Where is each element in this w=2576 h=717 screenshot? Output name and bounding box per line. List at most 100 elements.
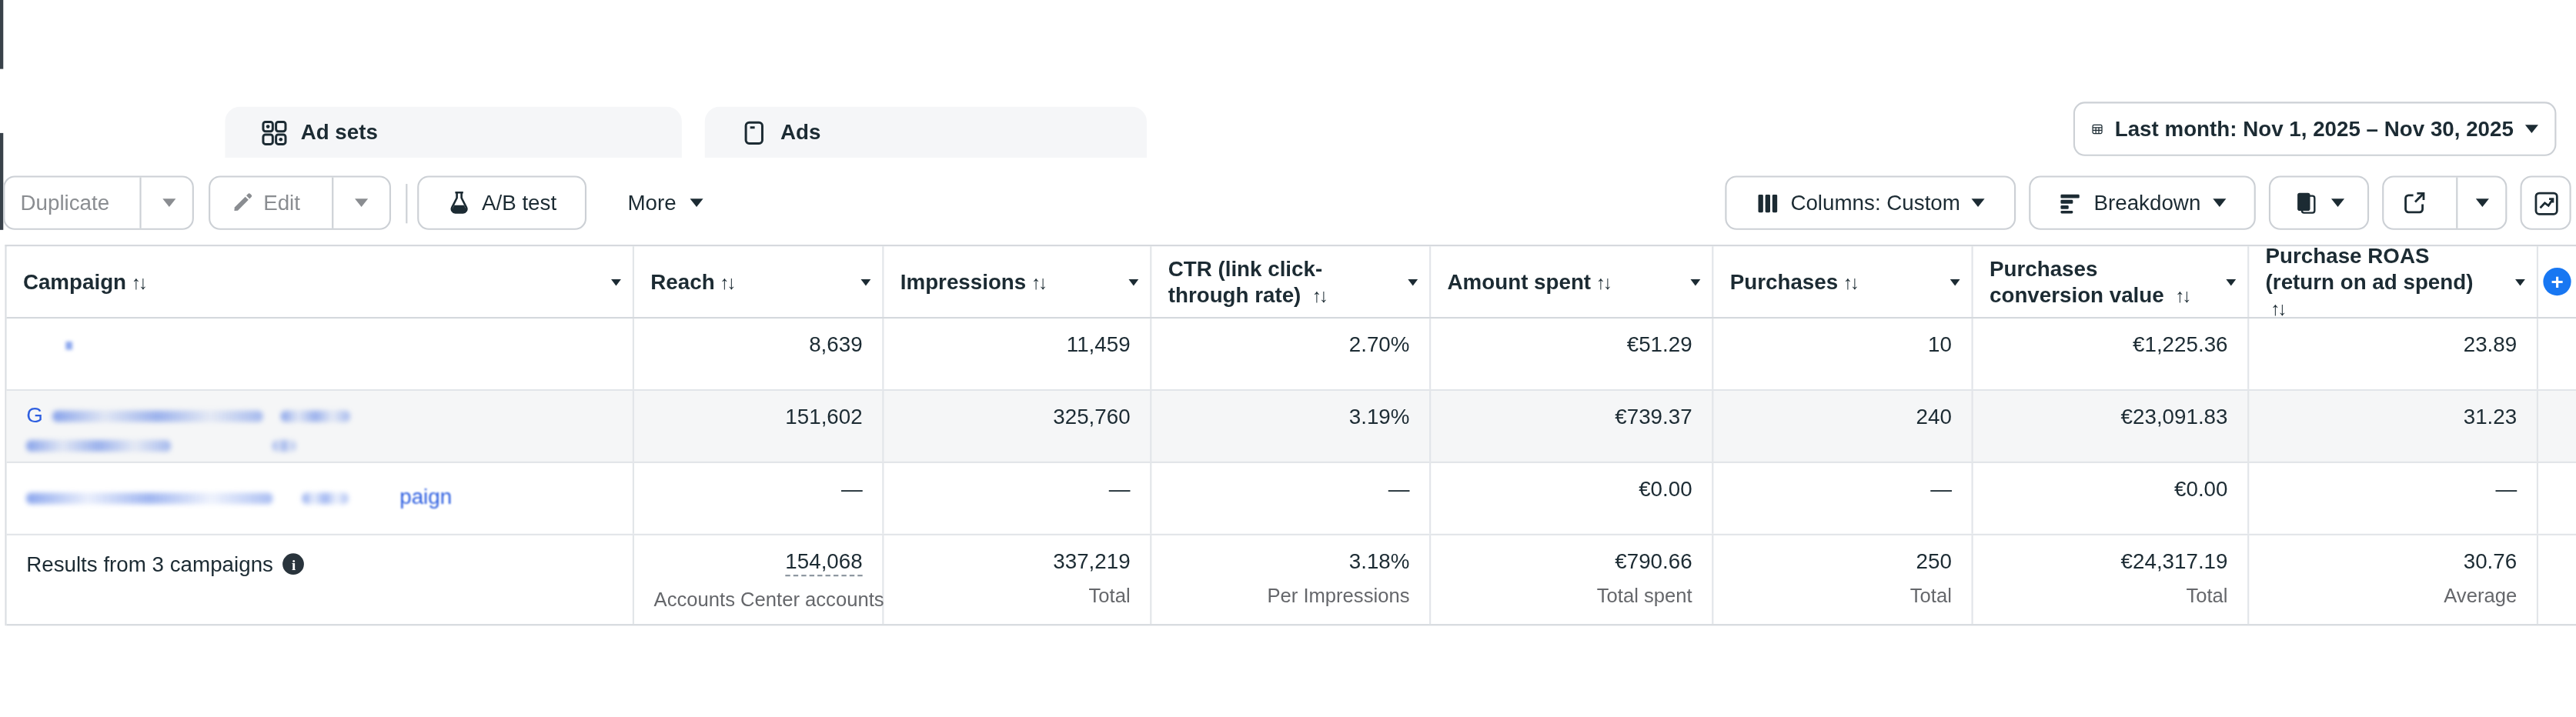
purchase-roas-cell: 23.89 — [2249, 318, 2538, 389]
charts-button[interactable] — [2520, 175, 2571, 229]
ads-manager-screen: Ad sets Ads Last month: Nov 1, 2025 – No… — [0, 0, 2576, 717]
tab-ads[interactable]: Ads — [705, 107, 1147, 158]
redacted-campaign-name — [302, 493, 348, 505]
chart-line-icon — [2532, 190, 2558, 216]
duplicate-button[interactable]: Duplicate — [1, 178, 129, 228]
export-button[interactable] — [2382, 178, 2446, 228]
campaign-name-cell[interactable] — [7, 318, 634, 389]
sort-icon: ↑↓ — [1031, 272, 1045, 292]
add-column-cell — [2538, 318, 2576, 389]
sort-icon: ↑↓ — [1843, 272, 1857, 292]
summary-reach-value[interactable]: 154,068 — [785, 549, 862, 576]
toolbar-right: Columns: Custom Breakdown — [1725, 175, 2571, 229]
summary-amount-spent-cell: €790.66 Total spent — [1431, 535, 1713, 624]
purchases-conversion-value-cell: €1,225.36 — [1973, 318, 2250, 389]
chevron-down-icon[interactable] — [861, 278, 871, 285]
chevron-down-icon — [2212, 198, 2225, 207]
chevron-down-icon[interactable] — [1408, 278, 1418, 285]
edit-dropdown[interactable] — [332, 178, 389, 228]
add-column-cell — [2538, 391, 2576, 462]
chevron-down-icon[interactable] — [1691, 278, 1701, 285]
ab-test-button[interactable]: A/B test — [417, 175, 586, 229]
column-label: Amount spent — [1448, 268, 1592, 295]
reach-cell: 8,639 — [634, 318, 884, 389]
summary-reach-cell: 154,068 Accounts Center accounts — [634, 535, 884, 624]
redacted-campaign-name — [282, 411, 351, 422]
export-button-group — [2382, 175, 2507, 229]
redacted-campaign-name — [26, 440, 171, 452]
sort-icon: ↑↓ — [131, 272, 145, 292]
duplicate-dropdown[interactable] — [139, 178, 197, 228]
column-header-amount-spent[interactable]: Amount spent ↑↓ — [1431, 246, 1713, 317]
column-header-impressions[interactable]: Impressions ↑↓ — [884, 246, 1151, 317]
column-label: CTR (link click-through rate) — [1168, 255, 1322, 306]
chevron-down-icon — [2476, 198, 2489, 207]
chevron-down-icon[interactable] — [1950, 278, 1960, 285]
summary-purchase-roas-cell: 30.76 Average — [2249, 535, 2538, 624]
column-label: Impressions — [900, 268, 1026, 295]
purchases-conversion-value-cell: €23,091.83 — [1973, 391, 2250, 462]
reports-button[interactable] — [2269, 175, 2369, 229]
impressions-cell: 11,459 — [884, 318, 1151, 389]
ads-icon — [741, 119, 767, 145]
amount-spent-cell: €739.37 — [1431, 391, 1713, 462]
summary-value: €24,317.19 — [2121, 549, 2228, 573]
export-dropdown[interactable] — [2456, 178, 2507, 228]
impressions-cell: 325,760 — [884, 391, 1151, 462]
column-header-reach[interactable]: Reach ↑↓ — [634, 246, 884, 317]
chevron-down-icon — [1972, 198, 1985, 207]
chevron-down-icon — [690, 198, 703, 207]
tab-ads-label: Ads — [780, 120, 820, 145]
tab-ad-sets[interactable]: Ad sets — [225, 107, 681, 158]
ad-sets-grid-icon — [261, 119, 287, 145]
summary-sub: Average — [2269, 585, 2517, 608]
date-range-picker[interactable]: Last month: Nov 1, 2025 – Nov 30, 2025 — [2073, 102, 2557, 155]
ctr-cell: 3.19% — [1151, 391, 1431, 462]
edit-label: Edit — [263, 191, 300, 215]
add-column-cell — [2538, 246, 2576, 317]
chevron-down-icon[interactable] — [611, 278, 621, 285]
amount-spent-cell: €51.29 — [1431, 318, 1713, 389]
columns-button[interactable]: Columns: Custom — [1725, 175, 2016, 229]
add-column-icon[interactable] — [2543, 268, 2571, 295]
tab-ad-sets-label: Ad sets — [301, 120, 378, 145]
column-header-purchases[interactable]: Purchases ↑↓ — [1713, 246, 1973, 317]
redacted-campaign-name — [26, 493, 272, 505]
column-label: Campaign — [23, 268, 126, 295]
sort-icon: ↑↓ — [2175, 285, 2189, 305]
info-icon[interactable] — [283, 553, 305, 575]
redacted-campaign-name — [52, 411, 262, 422]
chevron-down-icon — [355, 198, 368, 207]
toolbar-separator — [406, 183, 407, 222]
summary-sub: Total — [1993, 585, 2227, 608]
breakdown-icon — [2060, 192, 2083, 215]
table-row: G 151,602 325,760 3.19% €739.37 240 €23,… — [7, 391, 2576, 463]
campaign-name-cell[interactable]: paign — [7, 463, 634, 534]
breakdown-button[interactable]: Breakdown — [2029, 175, 2256, 229]
column-header-ctr[interactable]: CTR (link click-through rate) ↑↓ — [1151, 246, 1431, 317]
summary-value: 30.76 — [2464, 549, 2517, 573]
summary-sub: Total — [904, 585, 1131, 608]
edit-button[interactable]: Edit — [210, 178, 322, 228]
campaign-name-cell[interactable]: G — [7, 391, 634, 462]
chevron-down-icon[interactable] — [1128, 278, 1138, 285]
add-column-cell — [2538, 535, 2576, 624]
column-header-campaign[interactable]: Campaign ↑↓ — [7, 246, 634, 317]
summary-label: Results from 3 campaigns — [26, 552, 273, 576]
amount-spent-cell: €0.00 — [1431, 463, 1713, 534]
calendar-icon — [2091, 117, 2103, 142]
chevron-down-icon — [162, 198, 175, 207]
campaign-name-fragment[interactable]: G — [26, 402, 43, 427]
column-label: Purchase ROAS (return on ad spend) — [2266, 243, 2474, 294]
reach-cell: — — [634, 463, 884, 534]
chevron-down-icon[interactable] — [2226, 278, 2236, 285]
campaign-name-fragment[interactable]: paign — [399, 485, 452, 509]
column-label: Purchases conversion value — [1990, 255, 2164, 306]
more-button[interactable]: More — [611, 175, 719, 229]
summary-reach-sub: Accounts Center accounts — [654, 588, 863, 611]
chevron-down-icon[interactable] — [2515, 278, 2525, 285]
column-header-purchases-conversion-value[interactable]: Purchases conversion value ↑↓ — [1973, 246, 2250, 317]
chevron-down-icon — [2525, 125, 2538, 133]
column-header-purchase-roas[interactable]: Purchase ROAS (return on ad spend) ↑↓ — [2249, 246, 2538, 317]
reach-cell: 151,602 — [634, 391, 884, 462]
